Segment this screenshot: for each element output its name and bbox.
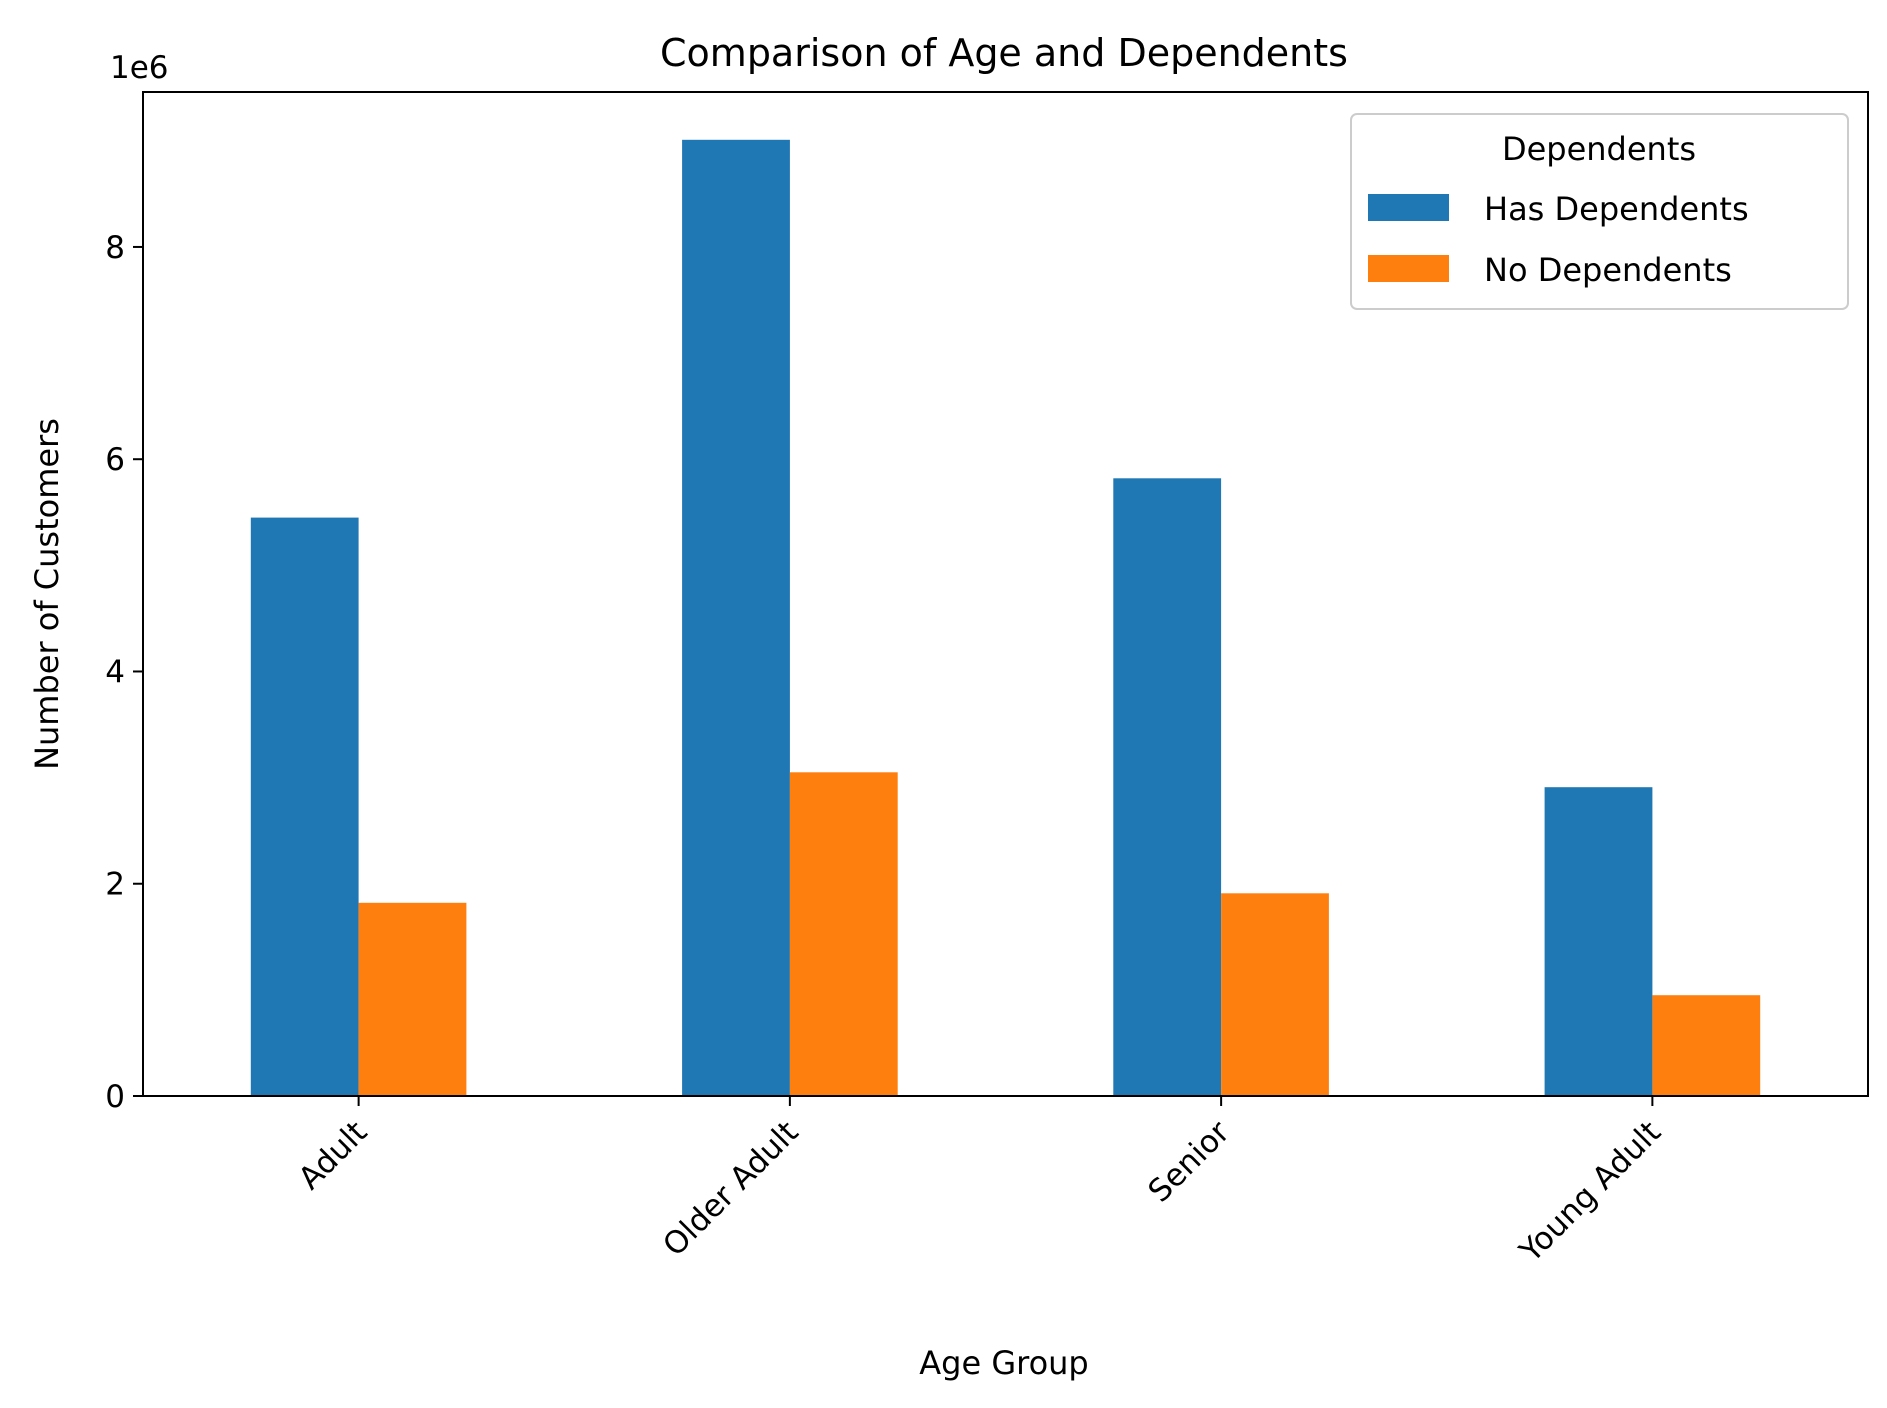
bar-has-dependents-older-adult <box>682 139 790 1097</box>
legend-label-has-dependents: Has Dependents <box>1484 190 1749 228</box>
legend: Dependents Has Dependents No Dependents <box>1350 113 1849 310</box>
x-axis-label: Age Group <box>919 1344 1088 1382</box>
bar-has-dependents-young-adult <box>1544 787 1653 1096</box>
y-tick-label: 0 <box>105 1079 125 1115</box>
y-axis-label: Number of Customers <box>28 418 66 770</box>
legend-swatch-has-dependents <box>1368 194 1449 221</box>
bar-has-dependents-adult <box>250 517 359 1096</box>
y-tick-label: 2 <box>105 867 125 903</box>
y-tick-label: 4 <box>105 654 125 690</box>
bars-group <box>250 139 1761 1097</box>
y-axis-offset-label: 1e6 <box>110 50 169 86</box>
legend-swatch-no-dependents <box>1368 255 1449 282</box>
bar-no-dependents-senior <box>1221 893 1329 1096</box>
legend-box <box>1350 113 1849 310</box>
y-tick-label: 6 <box>105 442 125 478</box>
bar-no-dependents-young-adult <box>1652 995 1761 1096</box>
legend-title: Dependents <box>1502 130 1696 168</box>
y-ticks-group: 0 2 4 6 8 <box>105 230 143 1115</box>
y-tick-label: 8 <box>105 230 125 266</box>
chart-title: Comparison of Age and Dependents <box>660 31 1348 75</box>
bar-has-dependents-senior <box>1113 478 1222 1096</box>
bar-no-dependents-adult <box>358 902 467 1096</box>
plot-frame <box>142 91 1869 1097</box>
legend-label-no-dependents: No Dependents <box>1484 251 1732 289</box>
bar-no-dependents-older-adult <box>789 772 898 1096</box>
